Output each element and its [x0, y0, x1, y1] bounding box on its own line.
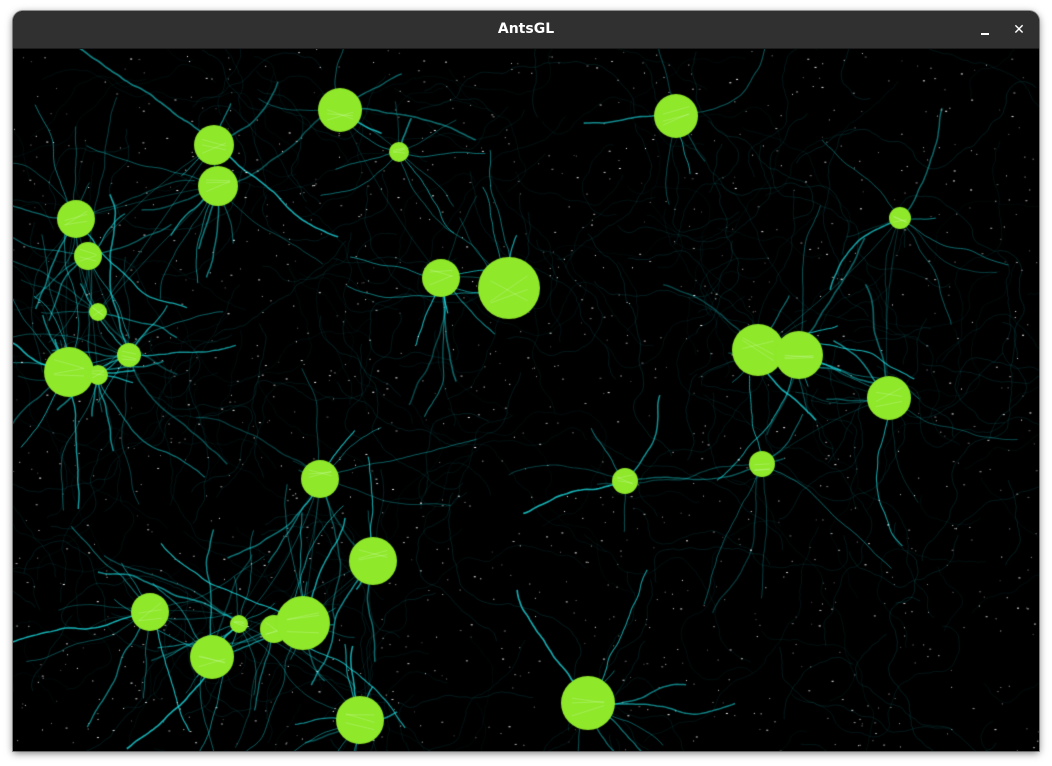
simulation-viewport[interactable] — [13, 49, 1039, 751]
title-bar[interactable]: AntsGL ✕ — [13, 11, 1039, 49]
minimize-icon — [981, 33, 989, 35]
ant-colony-canvas[interactable] — [13, 49, 1039, 751]
app-window: AntsGL ✕ — [13, 11, 1039, 751]
window-title: AntsGL — [497, 21, 555, 37]
close-button[interactable]: ✕ — [1013, 22, 1025, 38]
minimize-button[interactable] — [973, 18, 997, 42]
